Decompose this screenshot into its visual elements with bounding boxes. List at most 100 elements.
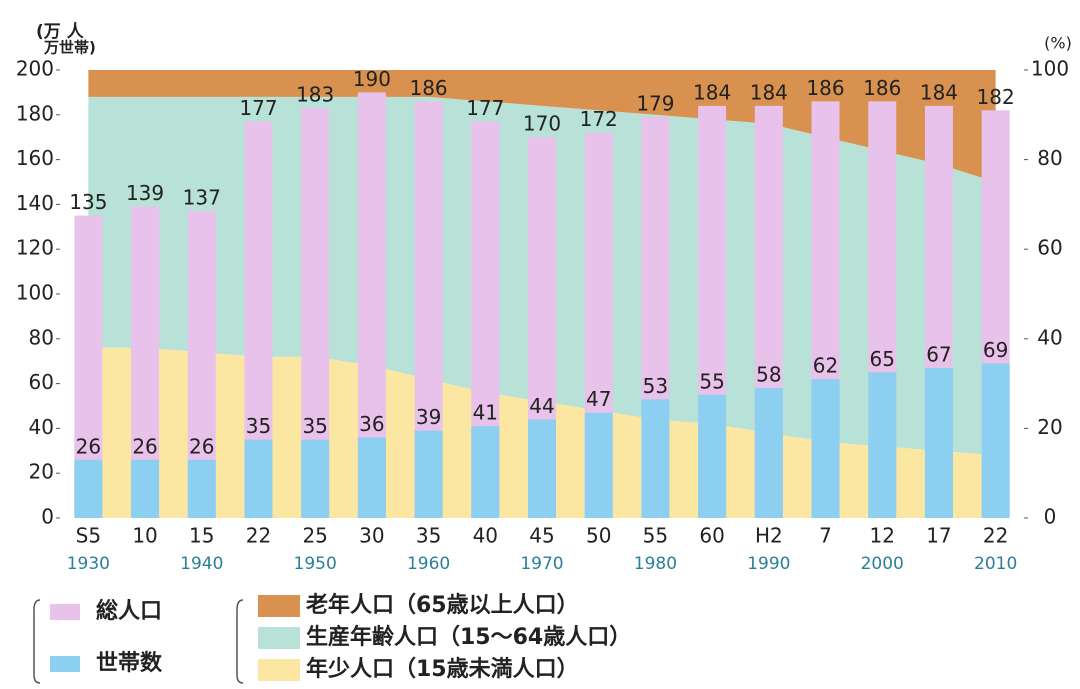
- x-tick-label: 50: [586, 524, 611, 548]
- value-label: 39: [416, 405, 441, 429]
- value-label: 182: [977, 85, 1015, 109]
- value-label: 53: [643, 374, 668, 398]
- value-label: 184: [750, 80, 788, 104]
- value-label: 135: [69, 190, 107, 214]
- value-label: 35: [246, 414, 271, 438]
- year-label: 1990: [747, 554, 790, 574]
- y-axis-label: 万世帯): [43, 39, 96, 57]
- x-tick-label: 17: [926, 524, 951, 548]
- value-label: 69: [983, 338, 1008, 362]
- x-tick-label: 40: [473, 524, 498, 548]
- y2-tick-label: 20: [1037, 415, 1062, 439]
- x-tick-label: 45: [529, 524, 554, 548]
- bar: [924, 367, 953, 518]
- y-tick-label: 120: [16, 236, 54, 260]
- legend-swatch: [258, 627, 300, 649]
- value-label: 170: [523, 112, 561, 136]
- legend-bracket: [33, 599, 41, 684]
- y-tick-label: 40: [29, 415, 54, 439]
- value-label: 65: [870, 347, 895, 371]
- value-label: 26: [76, 434, 101, 458]
- year-label: 2000: [861, 554, 904, 574]
- value-label: 137: [183, 186, 221, 210]
- value-label: 183: [296, 83, 334, 107]
- legend-swatch: [258, 595, 300, 617]
- x-tick-label: 10: [132, 524, 157, 548]
- y-tick-label: 100: [16, 281, 54, 305]
- y-tick-label: 60: [29, 370, 54, 394]
- x-tick-label: 15: [189, 524, 214, 548]
- legend-bracket: [236, 599, 244, 684]
- x-tick-label: 35: [416, 524, 441, 548]
- x-tick-label: 30: [359, 524, 384, 548]
- value-label: 36: [359, 412, 384, 436]
- y2-tick-label: 0: [1044, 505, 1057, 529]
- bar: [584, 412, 613, 518]
- value-label: 58: [756, 363, 781, 387]
- value-label: 172: [580, 107, 618, 131]
- value-label: 35: [302, 414, 327, 438]
- x-tick-label: S5: [76, 524, 101, 548]
- legend-swatch: [50, 656, 80, 672]
- y2-tick-label: 100: [1031, 57, 1069, 81]
- value-label: 186: [863, 76, 901, 100]
- bar: [528, 419, 556, 518]
- bar: [641, 399, 670, 518]
- value-label: 44: [529, 394, 554, 418]
- y-tick-label: 160: [16, 146, 54, 170]
- y2-axis-label: (%): [1044, 34, 1072, 53]
- value-label: 179: [636, 92, 674, 116]
- bar: [414, 430, 443, 518]
- x-tick-label: 7: [819, 524, 832, 548]
- value-label: 55: [699, 369, 724, 393]
- bar: [698, 394, 727, 518]
- bar: [357, 437, 386, 518]
- value-label: 139: [126, 181, 164, 205]
- value-label: 41: [473, 401, 498, 425]
- legend-label: 世帯数: [96, 650, 163, 676]
- bar: [981, 363, 1010, 518]
- value-label: 26: [189, 434, 214, 458]
- y-tick-label: 20: [29, 460, 54, 484]
- bar: [187, 459, 216, 518]
- x-tick-label: 22: [246, 524, 271, 548]
- x-tick-label: 22: [983, 524, 1008, 548]
- y2-tick-label: 80: [1037, 146, 1062, 170]
- y-axis-label: (万 人: [36, 22, 85, 42]
- bar: [74, 459, 103, 518]
- value-label: 26: [132, 434, 157, 458]
- bar: [131, 459, 160, 518]
- x-tick-label: 55: [643, 524, 668, 548]
- bar: [868, 372, 897, 518]
- legend-label: 生産年齢人口（15～64歳人口）: [306, 624, 631, 650]
- value-label: 47: [586, 387, 611, 411]
- bar: [811, 379, 840, 518]
- legend-label: 総人口: [96, 598, 162, 624]
- y-tick-label: 140: [16, 191, 54, 215]
- value-label: 186: [806, 76, 844, 100]
- y2-tick-label: 60: [1037, 236, 1062, 260]
- year-label: 1940: [180, 554, 223, 574]
- y-tick-label: 0: [41, 505, 54, 529]
- value-label: 190: [353, 67, 391, 91]
- legend-label: 老年人口（65歳以上人口）: [305, 592, 579, 618]
- value-label: 177: [466, 96, 504, 120]
- year-label: 1950: [294, 554, 337, 574]
- x-tick-label: 12: [870, 524, 895, 548]
- year-label: 1930: [67, 554, 110, 574]
- area: [88, 70, 996, 182]
- x-tick-label: 25: [302, 524, 327, 548]
- bar: [754, 388, 783, 518]
- year-label: 1970: [520, 554, 563, 574]
- x-tick-label: H2: [755, 524, 783, 548]
- value-label: 177: [239, 96, 277, 120]
- year-label: 1980: [634, 554, 677, 574]
- legend-label: 年少人口（15歳未満人口）: [306, 656, 579, 682]
- bar: [244, 439, 273, 518]
- year-label: 1960: [407, 554, 450, 574]
- bar: [301, 439, 330, 518]
- x-tick-label: 60: [699, 524, 724, 548]
- value-label: 184: [920, 80, 958, 104]
- bar: [471, 426, 500, 518]
